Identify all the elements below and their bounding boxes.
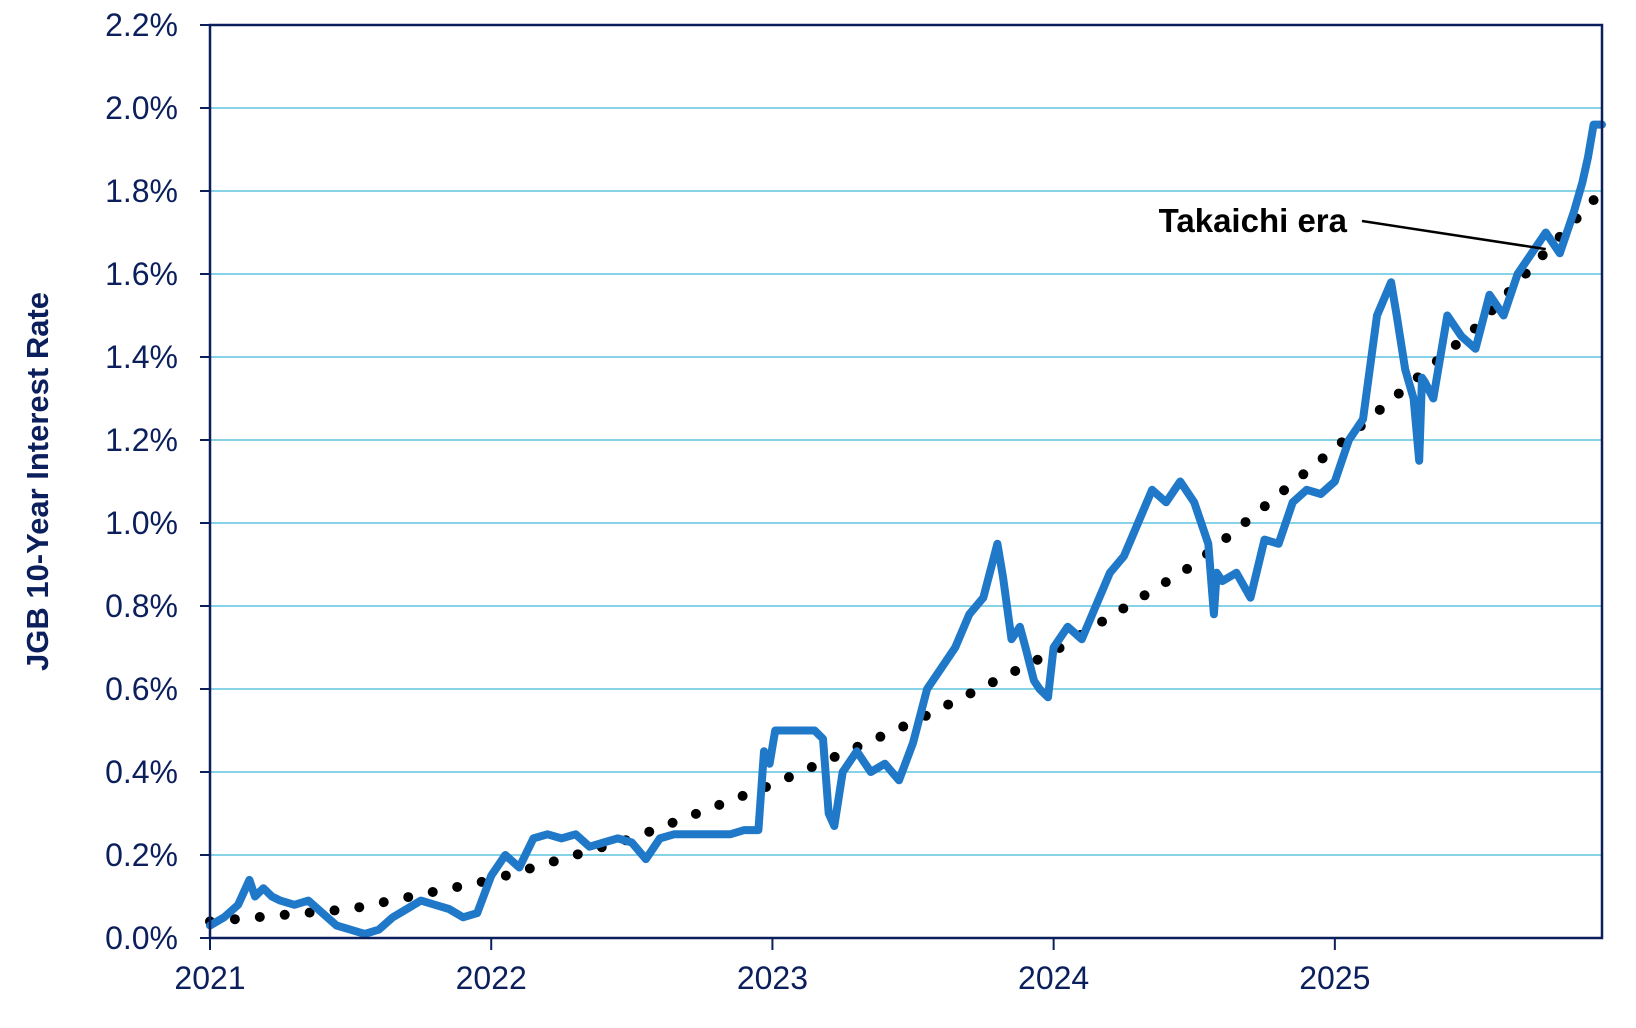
y-tick-label: 1.4%: [105, 339, 178, 375]
y-axis-title-group: JGB 10-Year Interest Rate: [20, 292, 55, 671]
axis-ticks: 0.0% 0.2% 0.4% 0.6% 0.8% 1.0% 1.2% 1.4% 1.6% 1.8%…: [105, 7, 1370, 996]
annotation-pointer: [1361, 219, 1546, 251]
y-tick-label: 0.4%: [105, 754, 178, 790]
y-tick-label: 0.8%: [105, 588, 178, 624]
x-tick-label: 2025: [1299, 960, 1370, 996]
trend-series: [205, 186, 1607, 927]
y-tick-label: 0.0%: [105, 920, 178, 956]
x-tick-label: 2023: [737, 960, 808, 996]
x-tick-label: 2024: [1018, 960, 1089, 996]
x-tick-label: 2022: [456, 960, 527, 996]
y-tick-label: 0.2%: [105, 837, 178, 873]
y-tick-label: 2.2%: [105, 7, 178, 43]
rate-series: [206, 120, 1606, 938]
y-tick-label: 2.0%: [105, 90, 178, 126]
y-tick-label: 0.6%: [105, 671, 178, 707]
y-tick-label: 1.8%: [105, 173, 178, 209]
y-tick-label: 1.6%: [105, 256, 178, 292]
y-axis-title: JGB 10-Year Interest Rate: [20, 292, 55, 671]
rate-line: [206, 120, 1606, 938]
gridlines: [210, 107, 1602, 856]
y-tick-label: 1.2%: [105, 422, 178, 458]
x-tick-label: 2021: [174, 960, 245, 996]
y-tick-label: 1.0%: [105, 505, 178, 541]
trend-line: [205, 186, 1607, 927]
annotation-label: Takaichi era: [1159, 202, 1348, 239]
plot-frame: [208, 23, 1604, 940]
